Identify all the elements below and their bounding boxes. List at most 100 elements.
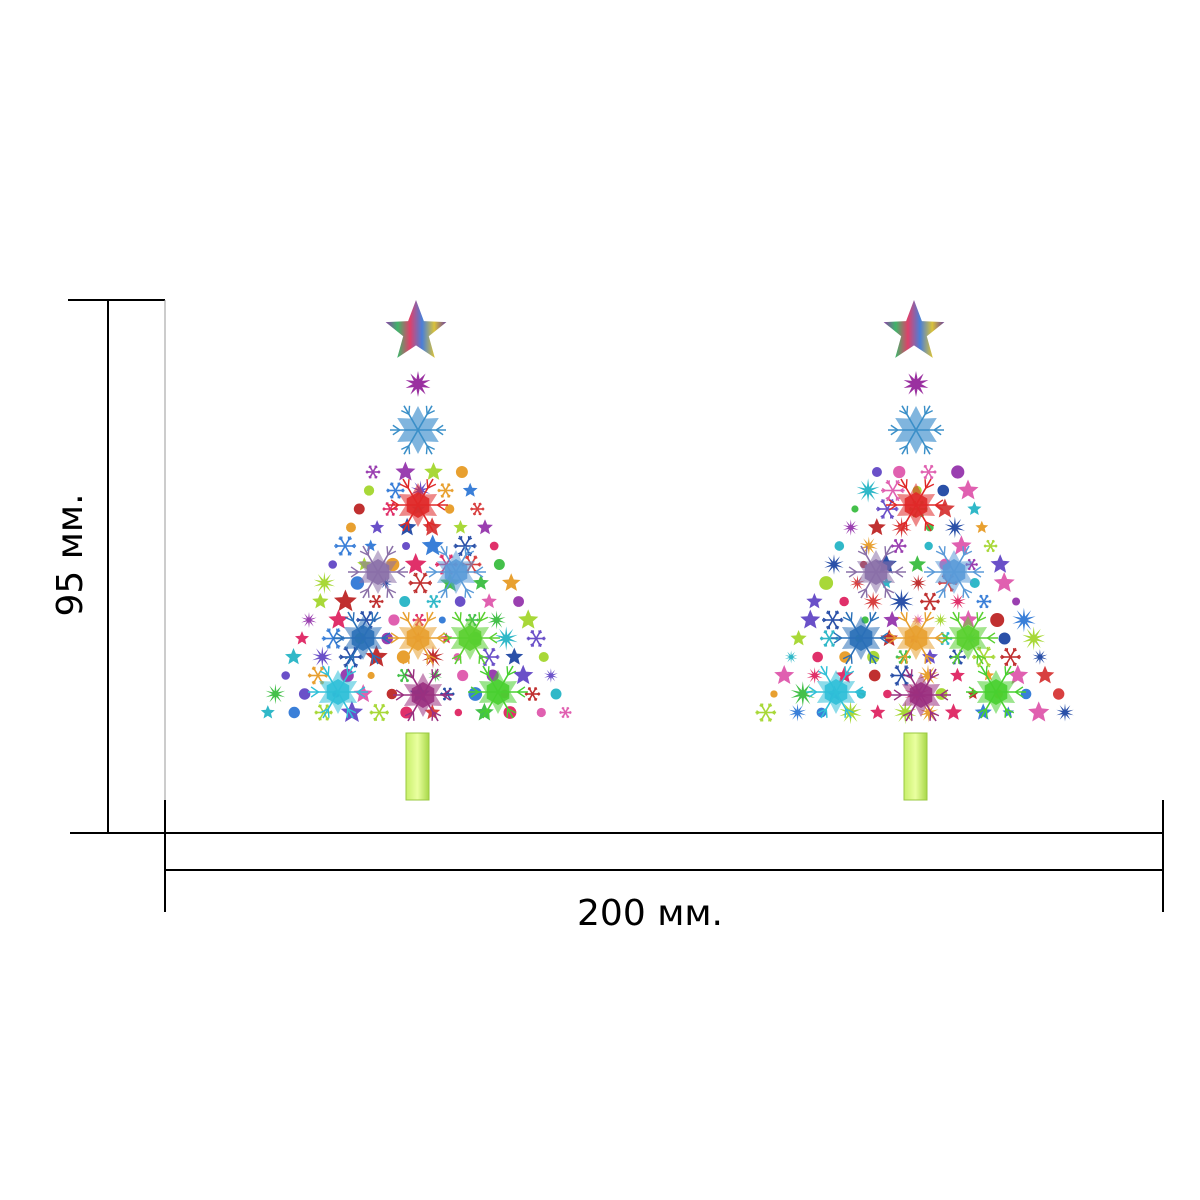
snowflake-branch [865,588,868,598]
ornament [399,596,411,607]
snowflake-branch [930,475,934,479]
snowflake-branch [865,546,868,556]
snowflake-arm [831,610,839,621]
ornament [789,703,807,722]
ornament [990,554,1010,573]
snowflake-branch [894,666,899,670]
snowflake-arm [339,545,346,556]
snowflake-arm [444,490,451,498]
snowflake-branch [984,545,987,548]
snowflake-branch [431,711,434,721]
snowflake-branch [428,566,437,573]
ornament [824,554,844,575]
snowflake-branch [477,562,481,566]
snowflake-branch [357,691,366,698]
snowflake-branch [382,717,386,720]
snowflake-branch [888,499,897,506]
snowflake-branch [356,619,361,623]
snowflake-branch [449,697,452,700]
snowflake-branch [940,694,949,701]
snowflake-branch [962,546,965,556]
snowflake-arm [394,482,401,491]
snowflake-branch [992,549,995,552]
snowflake-branch [348,551,352,555]
ornament [428,668,443,683]
snowflake-arm [400,675,406,683]
snowflake-branch [968,691,977,698]
ornament-star [896,483,936,527]
snowflake-branch [905,521,908,531]
snowflake-arm [378,703,385,713]
ornament [457,669,469,682]
ornament [1012,597,1021,606]
ornament [957,479,979,500]
ornament [386,688,398,700]
snowflake-branch [925,521,935,527]
snowflake-branch [990,654,995,658]
snowflake-branch [839,617,843,621]
snowflake-branch [994,544,997,547]
snowflake-arm [900,665,909,676]
snowflake-arm [417,405,433,431]
ornament [513,596,524,607]
snowflake-branch [465,619,469,622]
snowflake-branch [985,708,988,718]
snowflake-branch [335,637,344,644]
snowflake-branch [382,637,391,644]
snowflake-arm [535,638,542,648]
snowflake-branch [893,689,902,696]
snowflake-branch [835,625,840,628]
ornament [908,555,927,572]
snowflake-branch [962,654,966,658]
snowflake-arm [373,703,380,713]
snowflake-branch [845,708,855,714]
snowflake-branch [327,666,330,676]
snowflake-branch [895,566,904,573]
ornament [454,708,463,717]
snowflake-branch [425,405,428,415]
snowflake-arm [471,619,477,627]
snowflake-arm [368,471,374,479]
snowflake-branch [373,705,377,708]
snowflake-branch [346,666,349,676]
snowflake-branch [817,708,827,714]
snowflake-arm [473,508,478,516]
snowflake-branch [367,588,370,598]
snowflake-branch [933,429,942,436]
ornament [934,498,955,518]
snowflake-branch [389,483,393,487]
snowflake-arm [929,592,936,602]
ornament [856,478,880,503]
snowflake-branch [474,623,477,626]
ornament [544,668,558,683]
snowflake-arm [429,601,435,609]
ornament [1056,703,1074,722]
ornament [518,609,539,629]
snowflake-branch [977,708,987,714]
snowflake-arm [927,464,934,473]
snowflake-branch [407,654,410,664]
snowflake-arm [458,545,466,557]
snowflake-branch [850,612,853,622]
snowflake-branch [756,711,760,715]
snowflake-branch [437,504,446,511]
snowflake-arm [826,610,834,621]
ornament [967,501,982,515]
snowflake-branch [445,546,448,556]
snowflake-branch [924,409,933,415]
snowflake-branch [1005,708,1015,714]
snowflake-arm [923,464,930,473]
snowflake-arm [1009,656,1017,667]
snowflake-branch [962,588,965,598]
snowflake-arm [923,471,930,480]
snowflake-branch [426,521,429,531]
snowflake-branch [935,499,944,506]
tree [260,300,572,801]
snowflake-branch [527,637,531,641]
snowflake-branch [432,711,442,717]
snowflake-branch [359,550,369,556]
ornament [1032,649,1048,665]
snowflake-arm [390,490,397,499]
ornament [950,667,965,682]
snowflake-branch [869,612,872,622]
